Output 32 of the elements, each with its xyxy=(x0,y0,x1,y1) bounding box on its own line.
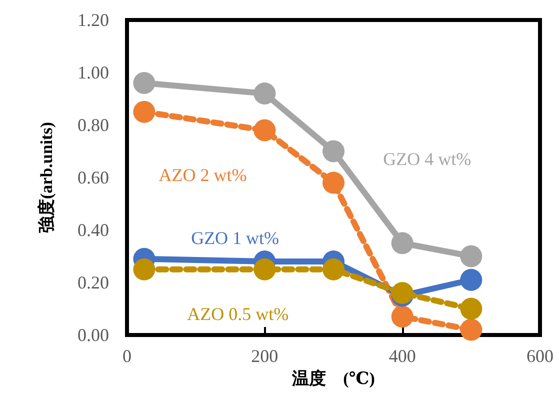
x-tick-label: 600 xyxy=(526,346,554,366)
x-tick-label: 0 xyxy=(122,346,132,366)
point xyxy=(322,140,344,162)
point xyxy=(254,258,276,280)
y-tick-label: 0.00 xyxy=(78,325,109,345)
point xyxy=(460,268,482,291)
x-tick-label: 400 xyxy=(388,346,416,366)
series-label: AZO 2 wt% xyxy=(158,164,247,185)
point xyxy=(133,100,156,123)
point xyxy=(460,318,482,341)
point xyxy=(254,119,276,142)
series-label: GZO 1 wt% xyxy=(191,228,280,248)
y-tick-label: 0.20 xyxy=(78,272,109,292)
y-tick-label: 0.80 xyxy=(78,115,109,135)
x-tick-label: 200 xyxy=(251,346,278,366)
point xyxy=(460,245,482,268)
y-tick-label: 0.60 xyxy=(78,168,109,188)
point xyxy=(391,232,414,254)
point xyxy=(391,306,414,328)
point xyxy=(322,172,344,194)
series-label: GZO 4 wt% xyxy=(383,149,472,170)
y-tick-label: 0.40 xyxy=(78,220,109,240)
series-label: AZO 0.5 wt% xyxy=(187,304,289,324)
point xyxy=(133,72,156,94)
y-axis-title: 強度(arb.units) xyxy=(37,122,56,233)
point xyxy=(460,298,482,320)
point xyxy=(322,258,344,280)
x-axis-title: 温度 (℃) xyxy=(291,368,375,388)
y-tick-label: 1.20 xyxy=(78,10,109,30)
y-tick-label: 1.00 xyxy=(78,62,109,82)
point xyxy=(133,258,156,280)
point xyxy=(254,82,276,104)
